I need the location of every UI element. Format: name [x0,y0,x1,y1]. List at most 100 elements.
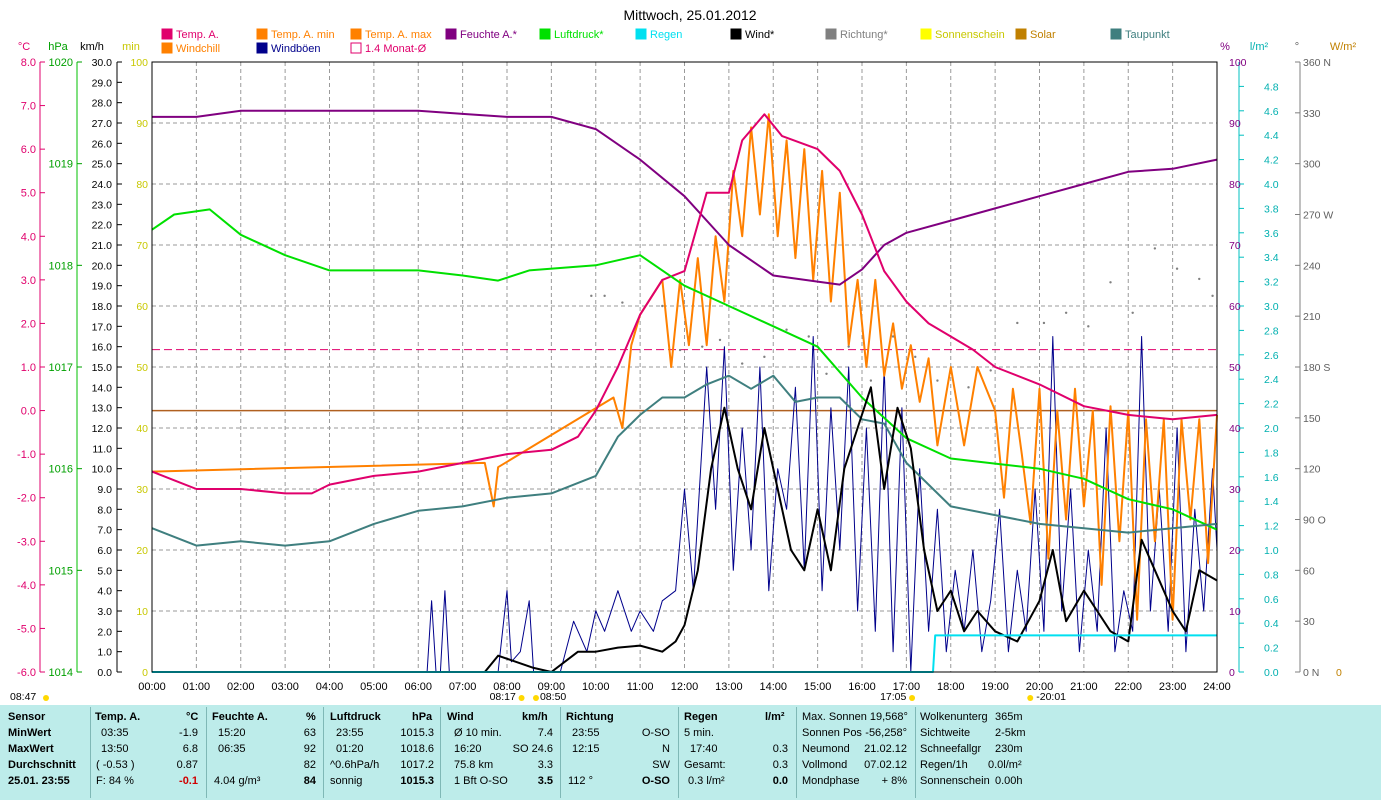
wind-tick-label: 29.0 [92,77,113,89]
regen1h-value: 0.0l/m² [988,759,1022,771]
legend-label-12: Windböen [271,43,321,55]
min-temp-value: -1.9 [179,727,198,739]
direction-tick-label: 330 [1303,108,1321,120]
sun-marker-icon-3 [909,695,916,701]
direction-tick-label: 270 W [1303,210,1333,222]
legend-label-6: Wind* [745,29,775,41]
wolkenunterg-value: 365m [995,711,1023,723]
sun-marker-icon-4 [1027,695,1034,701]
rain-tick-label: 1.0 [1264,545,1279,557]
weather-chart: Mittwoch, 25.01.2012 Temp. A. Temp. A. mi… [10,7,1357,703]
x-tick-label-10: 10:00 [582,681,610,693]
humidity-tick-label: 90 [1229,118,1241,130]
row-label-max: MaxWert [8,743,54,755]
axis-unit-7: W/m² [1330,41,1357,53]
x-tick-label-11: 11:00 [627,681,654,693]
mondphase-value: + 8% [881,775,907,787]
humidity-tick-label: 10 [1229,606,1241,618]
wind-tick-label: 20.0 [92,260,113,272]
min-hum-value: 63 [303,727,316,739]
x-tick-label-12: 12:00 [671,681,699,693]
x-tick-label-13: 13:00 [715,681,743,693]
x-tick-label-23: 23:00 [1159,681,1187,693]
max-temp-time: 13:50 [101,743,129,755]
wind-run: 75.8 km [454,759,494,771]
wind-tick-label: 3.0 [97,606,112,618]
sun_min-tick-label: 100 [130,57,148,69]
x-tick-label-9: 09:00 [538,681,566,693]
temp-tick-label: 2.0 [21,318,36,330]
current-hum: 84 [303,775,316,787]
solar-tick-label: 0 [1336,667,1342,679]
x-tick-label-7: 07:00 [449,681,477,693]
wind-mean-value: 3.3 [537,759,553,771]
series-richtung-point-23 [1109,281,1112,284]
sichtweite-label: Sichtweite [920,727,971,739]
series-richtung-point-26 [1175,267,1179,270]
legend-swatch-3 [445,28,457,40]
x-tick-label-18: 18:00 [937,681,965,693]
wind-tick-label: 22.0 [92,220,113,232]
avg-temp-extra: ( -0.53 ) [96,759,135,771]
legend-swatch-7 [825,28,837,40]
series-richtung-point-10 [807,335,810,338]
rain-total-label: Gesamt: [684,759,726,771]
temp-tick-label: -3.0 [17,536,36,548]
series-richtung-point-18 [989,369,992,372]
series-richtung-point-16 [936,379,939,382]
humidity-tick-label: 80 [1229,179,1241,191]
legend-label-13: 1.4 Monat-Ø [365,43,427,55]
sun_min-tick-label: 30 [136,484,148,496]
legend-swatch-8 [920,28,932,40]
sun_min-tick-label: 10 [136,606,148,618]
series-richtung-point-28 [1211,294,1214,298]
series-windb-en-line [152,336,1218,673]
legend-swatch-2 [350,28,362,40]
regen1h-label: Regen/1h [920,759,968,771]
chart-grid [152,62,1217,672]
sun_min-tick-label: 70 [136,240,148,252]
legend-swatch-5 [635,28,647,40]
rain-tick-label: 0.0 [1264,667,1279,679]
current-rain-rate: 0.3 l/m² [688,775,725,787]
dir-min-value: O-SO [641,727,670,739]
press-trend: ^0.6hPa/h [330,759,380,771]
temp-tick-label: 8.0 [21,57,36,69]
temp-tick-label: -5.0 [17,623,36,635]
rain-tick-label: 1.4 [1264,496,1279,508]
pressure-tick-label: 1017 [49,362,73,374]
dir-avg-value: SW [652,759,670,771]
wind-tick-label: 23.0 [92,199,113,211]
avg-temp-value: 0.87 [176,759,198,771]
wolkenunterg-label: Wolkenunterg [920,711,988,723]
avg-hum-value: 82 [303,759,316,771]
direction-tick-label: 30 [1303,616,1315,628]
series-richtung-point-25 [1153,247,1157,250]
wind-tick-label: 9.0 [97,484,112,496]
axis-unit-3: min [122,41,140,53]
rain-tick-label: 1.2 [1264,521,1279,533]
current-dir-deg: 112 ° [568,775,593,787]
series-richtung-point-19 [1016,321,1019,325]
x-tick-label-21: 21:00 [1070,681,1098,693]
pressure-tick-label: 1019 [49,159,73,171]
wind-tick-label: 14.0 [92,382,113,394]
sun_min-tick-label: 0 [142,667,148,679]
wind-avg-value: 7.4 [537,727,553,739]
legend-label-0: Temp. A. [176,29,219,41]
legend-label-10: Taupunkt [1125,29,1170,41]
wind-tick-label: 18.0 [92,301,113,313]
direction-tick-label: 120 [1303,464,1321,476]
rain-tick-label: 2.4 [1264,374,1279,386]
legend-swatch-4 [539,28,551,40]
wind-tick-label: 8.0 [97,504,112,516]
legend-swatch-1 [256,28,268,40]
rain-tick-label: 2.0 [1264,423,1279,435]
humidity-tick-label: 40 [1229,423,1241,435]
x-tick-label-14: 14:00 [759,681,787,693]
temp-tick-label: 0.0 [21,406,36,418]
humidity-tick-label: 20 [1229,545,1241,557]
rain-tick-label: 3.4 [1264,252,1279,264]
direction-tick-label: 90 O [1303,515,1326,527]
temp-tick-label: 1.0 [21,362,36,374]
